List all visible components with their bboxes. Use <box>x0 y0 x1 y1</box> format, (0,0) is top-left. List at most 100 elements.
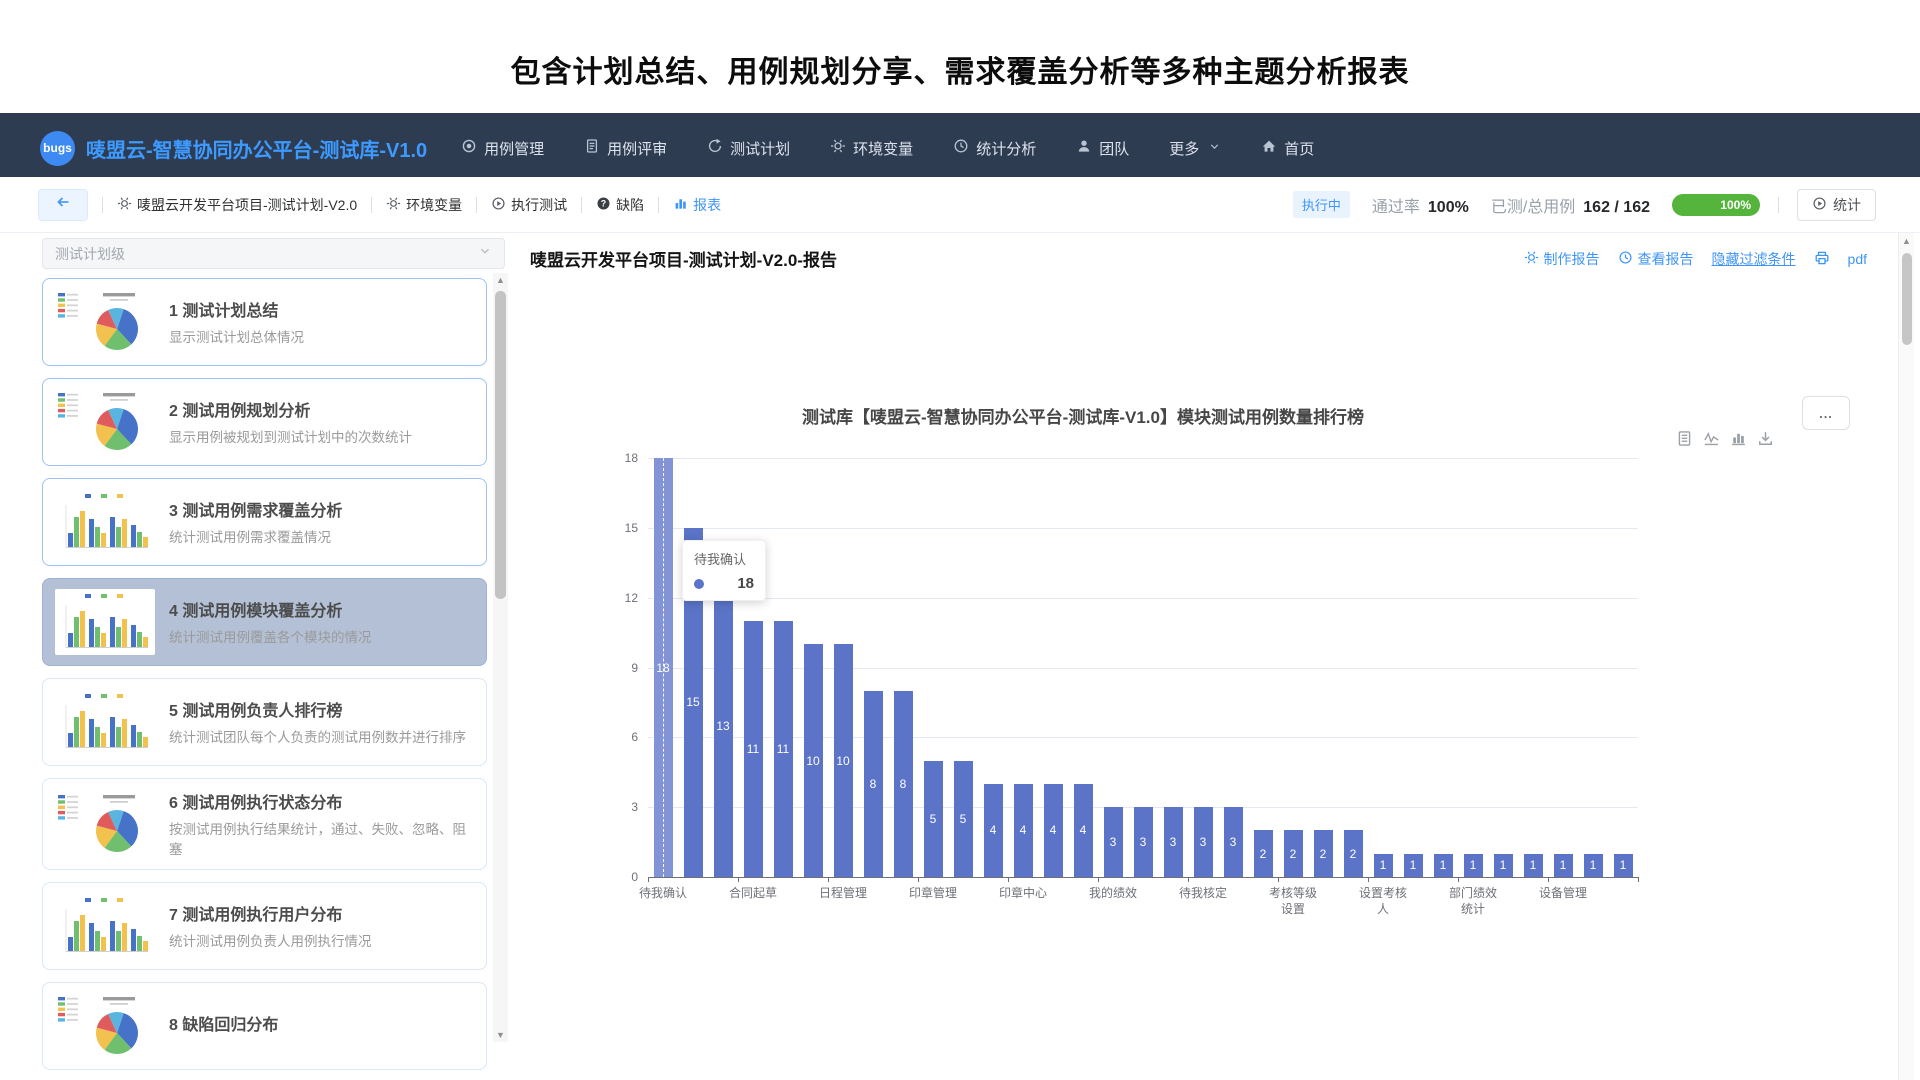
bar-value-label: 15 <box>686 695 700 710</box>
chart-bar[interactable]: 1 <box>1583 853 1603 877</box>
line-chart-icon[interactable] <box>1703 430 1720 447</box>
x-axis-category-label: 日程管理 <box>818 886 867 900</box>
chart-bar[interactable]: 3 <box>1163 807 1183 877</box>
make-report-link[interactable]: 制作报告 <box>1524 249 1600 269</box>
y-axis-tick-label: 9 <box>631 660 638 675</box>
report-card[interactable]: 6 测试用例执行状态分布 按测试用例执行结果统计，通过、失败、忽略、阻塞 <box>42 778 487 871</box>
toolbar-item-报表[interactable]: 报表 <box>673 195 721 215</box>
navbar-item-label: 用例管理 <box>484 140 545 158</box>
report-card[interactable]: 5 测试用例负责人排行榜 统计测试团队每个人负责的测试用例数并进行排序 <box>42 678 487 766</box>
chart-bar[interactable]: 1 <box>1493 853 1513 877</box>
chart-bar[interactable]: 2 <box>1253 830 1273 877</box>
scroll-up-icon[interactable]: ▲ <box>1902 236 1911 246</box>
tooltip-series-label: 待我确认 <box>694 552 747 567</box>
navbar-item-用例管理[interactable]: 用例管理 <box>461 138 544 159</box>
chart-bar[interactable]: 1 <box>1553 853 1573 877</box>
report-card[interactable]: 1 测试计划总结 显示测试计划总体情况 <box>42 278 487 366</box>
scroll-down-icon[interactable]: ▼ <box>496 1030 505 1040</box>
chart-bar[interactable]: 3 <box>1133 807 1153 877</box>
x-axis-tick <box>648 877 649 882</box>
gear-icon <box>386 196 401 214</box>
navbar-item-统计分析[interactable]: 统计分析 <box>953 138 1036 159</box>
back-button[interactable] <box>38 188 88 221</box>
bar-value-label: 1 <box>1499 858 1507 873</box>
navbar-item-测试计划[interactable]: 测试计划 <box>707 138 790 159</box>
x-axis-line <box>648 877 1639 878</box>
chart-bar[interactable]: 1 <box>1613 853 1633 877</box>
bar-value-label: 3 <box>1229 835 1237 850</box>
report-card[interactable]: 3 测试用例需求覆盖分析 统计测试用例需求覆盖情况 <box>42 478 487 566</box>
bar-value-label: 1 <box>1379 858 1387 873</box>
chart-bar[interactable]: 1 <box>1463 853 1483 877</box>
pdf-link[interactable]: pdf <box>1848 251 1867 267</box>
card-thumbnail-bar-chart <box>55 893 155 960</box>
toolbar-item-环境变量[interactable]: 环境变量 <box>386 195 462 215</box>
stats-button[interactable]: 统计 <box>1797 188 1876 221</box>
report-card[interactable]: 2 测试用例规划分析 显示用例被规划到测试计划中的次数统计 <box>42 378 487 466</box>
divider <box>476 196 478 213</box>
navbar-item-团队[interactable]: 团队 <box>1076 138 1129 159</box>
x-axis-category-label: 待我确认 <box>638 886 687 900</box>
app-logo[interactable]: bugs <box>40 130 75 166</box>
chart-bar[interactable]: 3 <box>1223 807 1243 877</box>
navbar-item-用例评审[interactable]: 用例评审 <box>584 138 667 159</box>
navbar-item-首页[interactable]: 首页 <box>1261 138 1314 159</box>
chart-bar[interactable]: 11 <box>743 620 763 877</box>
x-axis-tick <box>1098 877 1099 882</box>
chart-bar[interactable]: 4 <box>983 783 1003 877</box>
print-button[interactable] <box>1814 250 1830 269</box>
chart-bar[interactable]: 10 <box>833 644 853 877</box>
chart-bar[interactable]: 1 <box>1403 853 1423 877</box>
scroll-up-icon[interactable]: ▲ <box>496 275 505 285</box>
chart-bar[interactable]: 15 <box>683 527 703 877</box>
sidebar-scrollbar[interactable]: ▲ ▼ <box>493 273 508 1042</box>
view-report-link[interactable]: 查看报告 <box>1618 249 1694 269</box>
toolbar-item-执行测试[interactable]: 执行测试 <box>491 195 567 215</box>
x-axis-tick <box>918 877 919 882</box>
chart-bar[interactable]: 5 <box>923 760 943 877</box>
chart-bar[interactable]: 3 <box>1193 807 1213 877</box>
chart-bar[interactable]: 1 <box>1373 853 1393 877</box>
toolbar-item-缺陷[interactable]: ? 缺陷 <box>596 195 644 215</box>
chart-bar[interactable]: 10 <box>803 644 823 877</box>
chart-bar[interactable]: 11 <box>773 620 793 877</box>
report-card[interactable]: 8 缺陷回归分布 <box>42 982 487 1071</box>
hide-filter-link[interactable]: 隐藏过滤条件 <box>1712 249 1796 269</box>
navbar-item-环境变量[interactable]: 环境变量 <box>830 138 913 159</box>
plan-level-select[interactable]: 测试计划级 <box>42 238 505 269</box>
chart-bar[interactable]: 3 <box>1103 807 1123 877</box>
chart-bar[interactable]: 5 <box>953 760 973 877</box>
main-scrollbar[interactable]: ▲ <box>1898 233 1914 1080</box>
chevron-down-icon <box>478 244 492 263</box>
scrollbar-thumb[interactable] <box>1902 253 1912 345</box>
chart-more-button[interactable]: ... <box>1802 396 1850 430</box>
chart-bar[interactable]: 2 <box>1343 830 1363 877</box>
printer-icon <box>1814 250 1830 269</box>
chart-bar[interactable]: 8 <box>863 690 883 877</box>
card-thumbnail-pie-chart <box>55 289 155 355</box>
chart-bar[interactable]: 1 <box>1433 853 1453 877</box>
chart-bar[interactable]: 18 <box>653 458 673 877</box>
bar-value-label: 2 <box>1349 846 1357 861</box>
data-view-icon[interactable] <box>1676 430 1693 447</box>
bar-chart-icon[interactable] <box>1730 430 1747 447</box>
plan-toolbar-items: 唛盟云开发平台项目-测试计划-V2.0 环境变量 执行测试 ? 缺陷 报表 <box>117 195 721 215</box>
chart-bar[interactable]: 4 <box>1073 783 1093 877</box>
chart-bar[interactable]: 4 <box>1013 783 1033 877</box>
chart-bar[interactable]: 8 <box>893 690 913 877</box>
download-icon[interactable] <box>1757 430 1774 447</box>
chart-bar[interactable]: 13 <box>713 574 733 877</box>
scrollbar-thumb[interactable] <box>495 291 506 599</box>
plan-status-area: 执行中 通过率 100% 已测/总用例 162 / 162 100% 统计 <box>1292 188 1876 221</box>
chart-bar[interactable]: 2 <box>1283 830 1303 877</box>
report-card[interactable]: 7 测试用例执行用户分布 统计测试用例负责人用例执行情况 <box>42 882 487 971</box>
hover-dashed-line <box>663 458 664 877</box>
chart-bar[interactable]: 4 <box>1043 783 1063 877</box>
navbar-item-更多[interactable]: 更多 <box>1169 138 1221 159</box>
chart-bar[interactable]: 1 <box>1523 853 1543 877</box>
card-title: 6 测试用例执行状态分布 <box>169 795 343 812</box>
report-card[interactable]: 4 测试用例模块覆盖分析 统计测试用例覆盖各个模块的情况 <box>42 578 487 666</box>
toolbar-item-唛盟云开发平台项目-测试计划-V2.0[interactable]: 唛盟云开发平台项目-测试计划-V2.0 <box>117 195 357 215</box>
chart-bar[interactable]: 2 <box>1313 830 1333 877</box>
bar-value-label: 2 <box>1319 846 1327 861</box>
